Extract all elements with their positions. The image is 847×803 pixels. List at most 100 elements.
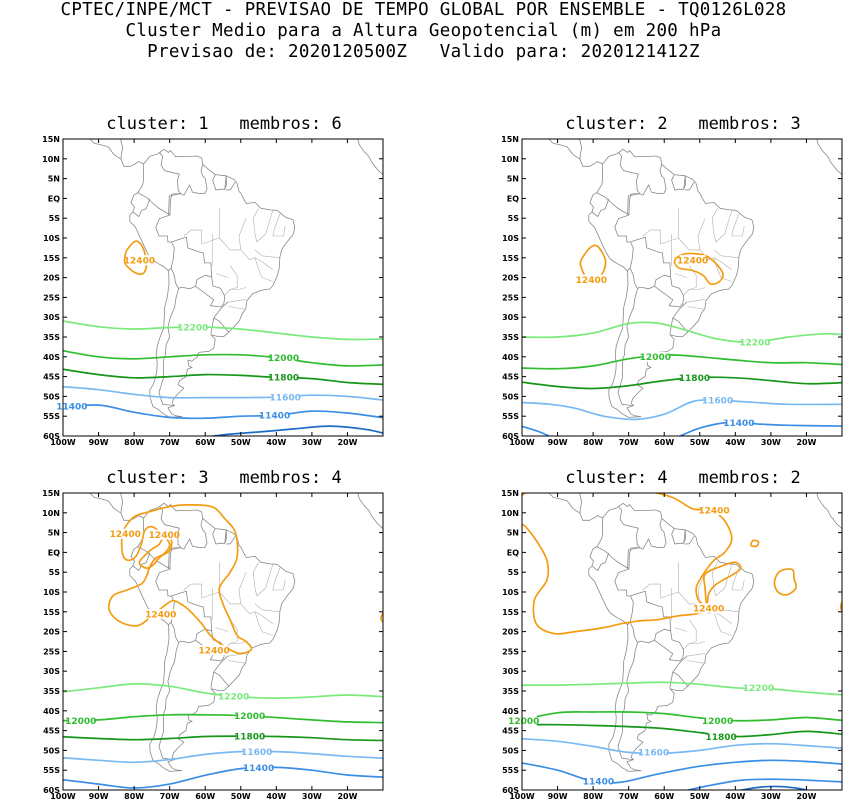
- contour-12000: [522, 710, 842, 722]
- lat-label: 15N: [501, 135, 519, 144]
- contour-12400: [123, 240, 148, 276]
- lon-label: 90W: [89, 792, 109, 801]
- lon-label: 40W: [266, 438, 286, 447]
- contour-12400: [138, 534, 173, 570]
- country-border: [155, 214, 175, 272]
- lon-label: 20W: [337, 792, 357, 801]
- state-border: [215, 627, 229, 632]
- contour-11600: [522, 399, 842, 421]
- contour-label-bg: [704, 395, 731, 406]
- country-border: [684, 181, 695, 191]
- contour-11800: [63, 368, 383, 386]
- panel-2-map: 12400 12400 12200 12000 11800 11600 11400 15N 10…: [501, 135, 843, 447]
- country-border: [614, 214, 634, 272]
- contour-label: 11400: [723, 419, 754, 429]
- contour-12400: [773, 568, 797, 596]
- contour-12000: [63, 349, 383, 367]
- state-border: [683, 619, 697, 650]
- country-border: [212, 528, 227, 545]
- contour-label: 11600: [638, 749, 669, 759]
- contour-label-bg: [67, 715, 94, 726]
- state-border: [642, 583, 679, 599]
- contour-label-bg: [151, 529, 178, 540]
- country-border: [628, 164, 667, 216]
- lon-label: 100W: [509, 792, 535, 801]
- country-border: [596, 546, 640, 570]
- contour-label-bg: [112, 528, 139, 539]
- contour-label: 12200: [739, 338, 770, 348]
- contour-12200: [63, 320, 383, 341]
- map-frame: [62, 138, 384, 437]
- lon-label: 70W: [160, 438, 180, 447]
- country-border: [654, 630, 684, 662]
- coastline-africa: [816, 493, 842, 529]
- map-frame: [521, 492, 843, 791]
- lat-label: 60S: [502, 786, 519, 795]
- lat-label: 45S: [43, 727, 60, 736]
- state-border: [230, 287, 247, 290]
- country-border: [669, 671, 674, 688]
- contour-12400: [750, 539, 760, 548]
- contour-label-bg: [220, 691, 247, 702]
- lat-label: 30S: [43, 667, 60, 676]
- country-border: [212, 174, 227, 191]
- lat-label: 55S: [43, 766, 60, 775]
- contour-label-bg: [704, 715, 731, 726]
- country-border: [225, 181, 236, 191]
- contour-12400: [673, 252, 724, 286]
- lat-label: 10S: [502, 234, 519, 243]
- contour-11600: [63, 385, 383, 401]
- contour-11400: [63, 766, 383, 789]
- lat-label: 35S: [43, 333, 60, 342]
- contour-label-bg: [510, 715, 537, 726]
- chart-title-line-1: CPTEC/INPE/MCT - PREVISAO DE TEMPO GLOBA…: [60, 0, 787, 20]
- contour-12000: [63, 713, 383, 724]
- country-border: [158, 642, 179, 760]
- lat-label: 20S: [43, 274, 60, 283]
- lon-label: 40W: [725, 792, 745, 801]
- country-border: [159, 151, 182, 194]
- coastline-central-america-caribbean: [107, 139, 124, 159]
- coastline-africa: [357, 139, 383, 175]
- lat-label: 15S: [43, 608, 60, 617]
- contour-label: 12200: [177, 323, 208, 333]
- country-border: [224, 529, 227, 544]
- lat-label: 5N: [48, 175, 60, 184]
- lon-label: 100W: [509, 438, 535, 447]
- state-border: [252, 562, 259, 597]
- contour-label-bg: [270, 352, 297, 363]
- state-border: [272, 212, 286, 237]
- contour-label: 12400: [576, 276, 607, 286]
- lon-label: 20W: [796, 792, 816, 801]
- lat-label: 30S: [502, 667, 519, 676]
- lat-label: 20S: [502, 274, 519, 283]
- lat-label: 50S: [502, 746, 519, 755]
- lon-label: 50W: [690, 438, 710, 447]
- contour-11800: [63, 735, 383, 742]
- country-border: [629, 236, 671, 290]
- contour-label-bg: [272, 392, 299, 403]
- lat-label: 30S: [43, 313, 60, 322]
- contour-label: 12400: [677, 256, 708, 266]
- state-border: [689, 641, 706, 644]
- lat-label: 25S: [502, 647, 519, 656]
- lat-label: EQ: [48, 194, 60, 203]
- contour-label-bg: [236, 731, 263, 742]
- state-border: [215, 273, 229, 278]
- state-border: [272, 566, 286, 591]
- coastline-central-america-pacific: [548, 139, 603, 167]
- contour-11800: [522, 723, 842, 738]
- country-border: [628, 518, 667, 570]
- contour-label-bg: [708, 731, 735, 742]
- contour-label: 12400: [149, 531, 180, 541]
- country-border: [654, 276, 684, 308]
- lon-label: 60W: [654, 438, 674, 447]
- lat-label: 15N: [501, 489, 519, 498]
- contour-label: 11800: [234, 732, 265, 742]
- panel-2-title: cluster: 2 membros: 3: [565, 114, 801, 134]
- contour-12400: [579, 244, 607, 281]
- contour-label-bg: [642, 351, 669, 362]
- contour-label-bg: [701, 505, 727, 516]
- state-border: [686, 299, 706, 303]
- contour-label-bg: [585, 776, 612, 787]
